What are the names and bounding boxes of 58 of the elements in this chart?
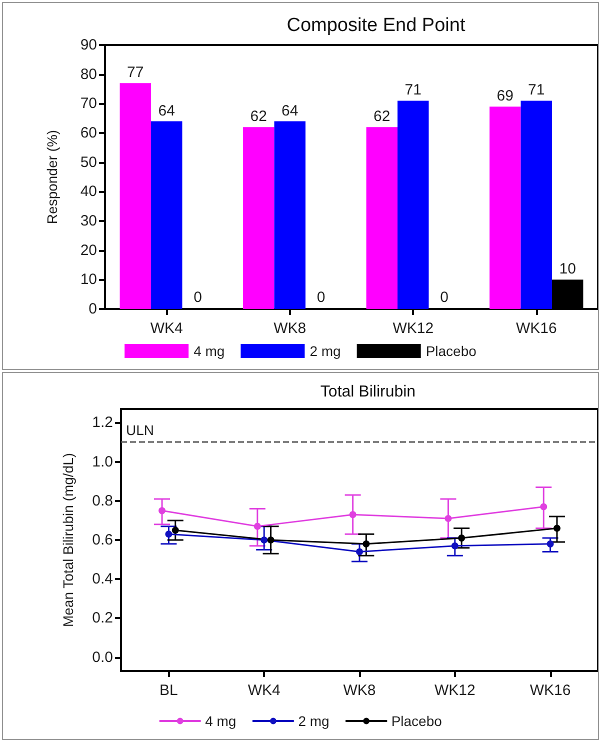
chart-title: Composite End Point bbox=[286, 15, 466, 36]
y-tick-label: 1.2 bbox=[92, 414, 113, 432]
data-label: 0 bbox=[316, 289, 326, 306]
y-tick-label: 10 bbox=[80, 271, 97, 288]
bar bbox=[274, 121, 306, 309]
x-tick-label: WK4 bbox=[150, 320, 183, 337]
data-label: 77 bbox=[127, 64, 144, 82]
y-axis-title: Mean Total Bilirubin (mg/dL) bbox=[60, 452, 76, 628]
bar bbox=[120, 83, 152, 309]
y-tick-label: 30 bbox=[80, 212, 97, 230]
y-tick-label: 0.6 bbox=[92, 532, 113, 548]
legend-label: 2 mg bbox=[310, 343, 341, 359]
chart-title: Total Bilirubin bbox=[320, 384, 416, 400]
legend-label: Placebo bbox=[391, 713, 442, 729]
y-tick-label: 50 bbox=[80, 154, 97, 171]
y-tick-label: 20 bbox=[80, 242, 97, 259]
y-tick-label: 90 bbox=[80, 36, 97, 54]
y-tick-label: 0 bbox=[88, 300, 97, 318]
y-tick-label: 80 bbox=[80, 66, 97, 83]
bar bbox=[243, 127, 274, 309]
bar bbox=[552, 280, 584, 309]
data-label: 10 bbox=[559, 260, 576, 278]
data-label: 69 bbox=[496, 88, 514, 105]
bar bbox=[151, 121, 182, 309]
y-tick-label: 1.0 bbox=[92, 453, 113, 470]
y-tick-label: 0.8 bbox=[92, 492, 113, 510]
x-tick-label: WK4 bbox=[248, 682, 280, 699]
y-tick-label: 40 bbox=[80, 183, 97, 200]
bar bbox=[490, 106, 521, 309]
data-label: 62 bbox=[250, 108, 267, 126]
bar bbox=[520, 100, 552, 309]
x-tick-label: WK8 bbox=[343, 682, 376, 699]
legend-label: 4 mg bbox=[194, 343, 225, 359]
data-label: 71 bbox=[528, 82, 545, 99]
x-tick-label: WK12 bbox=[392, 320, 434, 337]
y-tick-label: 0.4 bbox=[92, 570, 113, 588]
legend-label: 4 mg bbox=[205, 713, 236, 729]
x-tick-label: WK16 bbox=[516, 320, 557, 337]
y-tick-label: 0.0 bbox=[92, 648, 113, 666]
x-tick-label: BL bbox=[160, 682, 178, 699]
bar bbox=[398, 100, 429, 309]
x-tick-label: WK12 bbox=[434, 682, 476, 699]
y-axis-title: Responder (%) bbox=[44, 130, 60, 224]
legend-label: 2 mg bbox=[298, 713, 330, 729]
data-label: 0 bbox=[440, 289, 449, 306]
data-label: 64 bbox=[158, 102, 175, 120]
data-label: 64 bbox=[282, 102, 298, 120]
data-label: 71 bbox=[404, 82, 422, 99]
bar bbox=[366, 127, 398, 309]
y-tick-label: 0.2 bbox=[92, 610, 113, 627]
ref-line-label: ULN bbox=[126, 422, 154, 438]
x-tick-label: WK16 bbox=[530, 682, 571, 699]
y-tick-label: 70 bbox=[80, 95, 97, 112]
x-tick-label: WK8 bbox=[274, 320, 306, 337]
data-label: 62 bbox=[374, 108, 390, 126]
data-label: 0 bbox=[194, 289, 202, 306]
legend-label: Placebo bbox=[426, 343, 477, 359]
y-tick-label: 60 bbox=[80, 124, 97, 142]
